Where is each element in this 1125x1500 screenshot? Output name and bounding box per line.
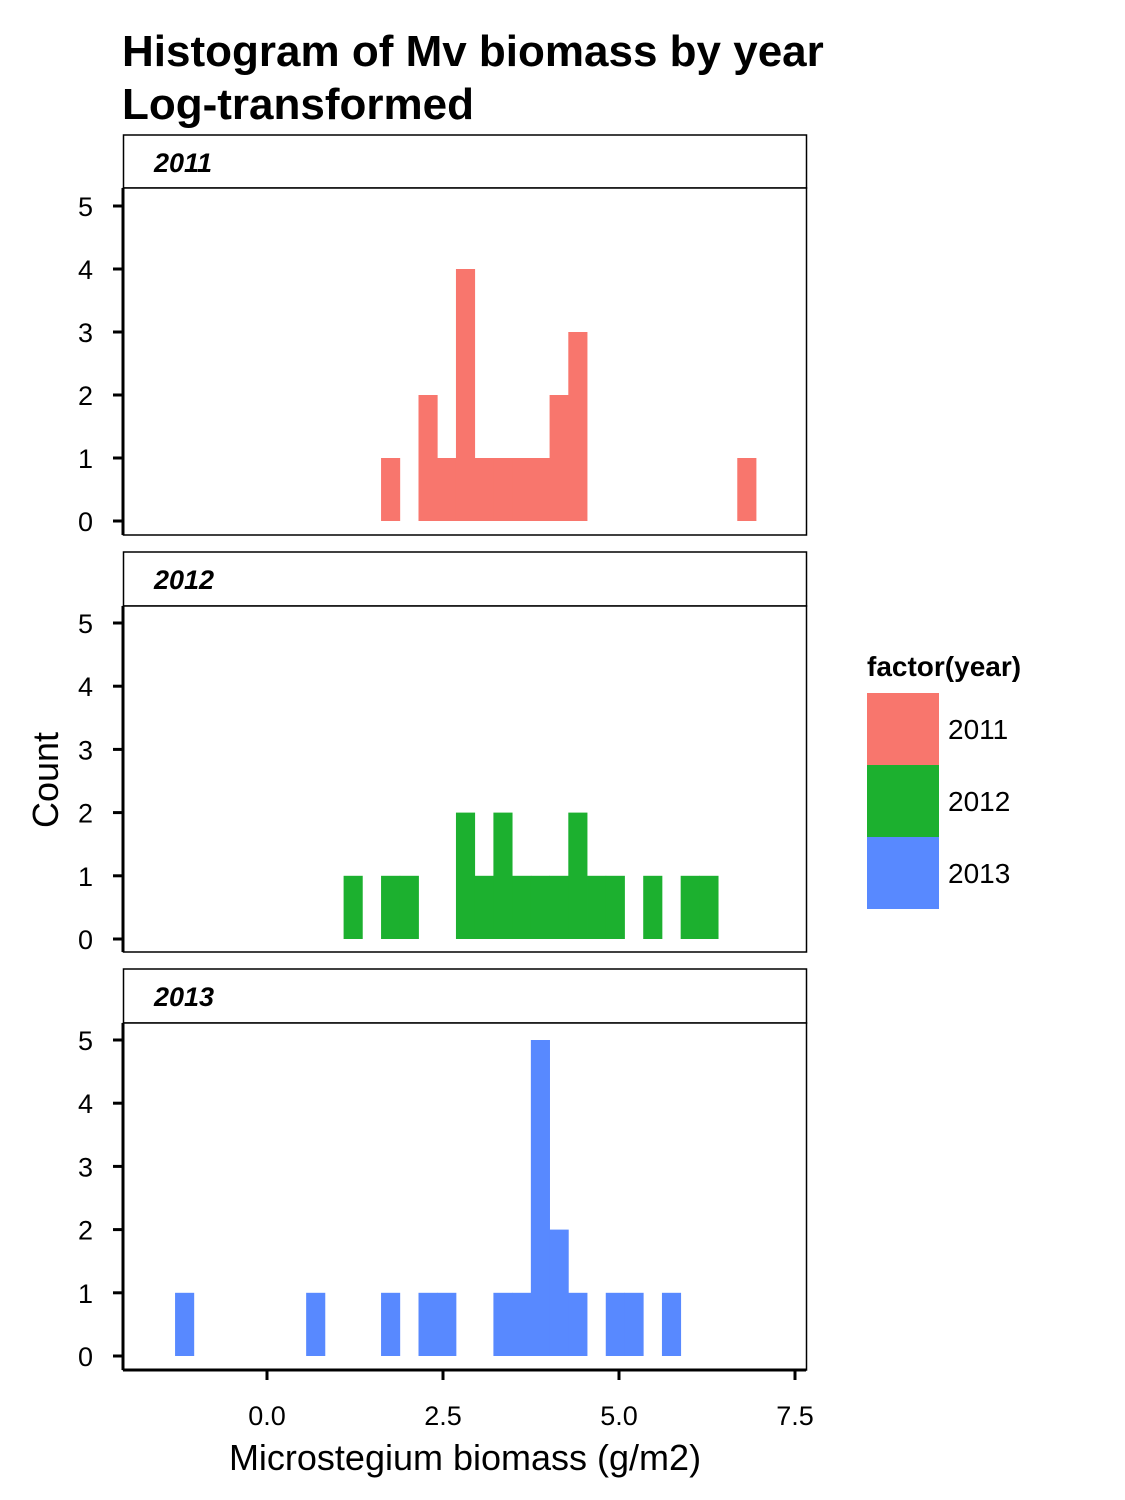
y-axis-title: Count — [25, 732, 66, 828]
histogram-bar — [587, 875, 607, 939]
chart-subtitle: Log-transformed — [122, 80, 474, 129]
histogram-bar — [512, 1292, 532, 1356]
chart-title: Histogram of Mv biomass by year — [122, 27, 824, 76]
facet-strip-label: 2012 — [153, 565, 214, 595]
histogram-bar — [549, 395, 569, 521]
y-tick-label: 1 — [78, 444, 93, 474]
y-tick-label: 5 — [78, 609, 93, 639]
y-tick-label: 5 — [78, 1026, 93, 1056]
histogram-bar — [493, 458, 513, 521]
histogram-bar — [381, 458, 401, 521]
histogram-bar — [437, 458, 457, 521]
histogram-bar — [605, 1292, 625, 1356]
y-tick-label: 2 — [78, 381, 93, 411]
histogram-bar — [381, 875, 401, 939]
histogram-bar — [474, 875, 494, 939]
histogram-bar — [680, 875, 700, 939]
histogram-bar — [530, 875, 550, 939]
y-tick-label: 3 — [78, 318, 93, 348]
x-tick-label: 2.5 — [424, 1401, 462, 1431]
histogram-bar — [530, 458, 550, 521]
histogram-bar — [530, 1040, 550, 1356]
histogram-bar — [568, 1292, 588, 1356]
histogram-bar — [474, 458, 494, 521]
facet-strip-label: 2013 — [153, 982, 214, 1012]
y-tick-label: 0 — [78, 925, 93, 955]
x-tick-label: 0.0 — [248, 1401, 286, 1431]
histogram-bar — [549, 1229, 569, 1356]
histogram-bar — [643, 875, 663, 939]
y-tick-label: 5 — [78, 192, 93, 222]
legend-label-2013: 2013 — [948, 858, 1010, 889]
y-tick-label: 3 — [78, 735, 93, 765]
y-tick-label: 1 — [78, 862, 93, 892]
facet-panel-2013: 2013 0 1 2 3 4 5 — [78, 968, 808, 1372]
y-tick-label: 1 — [78, 1279, 93, 1309]
x-axis-title: Microstegium biomass (g/m2) — [229, 1437, 701, 1478]
histogram-bar — [437, 1292, 457, 1356]
facet-strip-box — [122, 968, 808, 1024]
y-tick-label: 4 — [78, 1089, 93, 1119]
y-tick-label: 0 — [78, 1342, 93, 1372]
y-tick-label: 0 — [78, 507, 93, 537]
histogram-bar — [568, 332, 588, 521]
histogram-bar — [175, 1292, 195, 1356]
histogram-bar — [737, 458, 757, 521]
histogram-bar — [699, 875, 719, 939]
facet-panel-2011: 2011 0 1 2 3 4 5 — [78, 134, 808, 537]
histogram-bar — [661, 1292, 682, 1356]
facet-strip-box — [122, 551, 808, 607]
x-tick-label: 7.5 — [776, 1401, 814, 1431]
legend-label-2012: 2012 — [948, 786, 1010, 817]
x-axis: 0.0 2.5 5.0 7.5 — [123, 1368, 814, 1431]
panel-border — [122, 1022, 808, 1371]
facet-strip-label: 2011 — [153, 148, 212, 178]
histogram-bar — [455, 812, 476, 939]
histogram-bar — [343, 875, 363, 939]
histogram-bar — [399, 875, 419, 939]
legend-key-2011 — [867, 693, 939, 765]
y-tick-label: 4 — [78, 672, 93, 702]
histogram-bar — [512, 458, 532, 521]
legend-key-2013 — [867, 837, 939, 909]
legend: factor(year) 2011 2012 2013 — [867, 651, 1021, 909]
legend-label-2011: 2011 — [948, 714, 1008, 745]
facet-strip-box — [122, 134, 808, 189]
histogram-bar — [381, 1292, 401, 1356]
histogram-bar — [512, 875, 532, 939]
histogram-bar — [549, 875, 569, 939]
y-tick-label: 3 — [78, 1152, 93, 1182]
y-tick-label: 2 — [78, 1216, 93, 1246]
x-tick-label: 5.0 — [600, 1401, 638, 1431]
histogram-bar — [418, 1292, 438, 1356]
histogram-bar — [455, 269, 476, 521]
histogram-bar — [306, 1292, 326, 1356]
histogram-bar — [605, 875, 625, 939]
y-tick-label: 4 — [78, 255, 93, 285]
legend-key-2012 — [867, 765, 939, 837]
histogram-bar — [493, 1292, 513, 1356]
histogram-bar — [418, 395, 438, 521]
histogram-bar — [493, 812, 513, 939]
histogram-bar — [624, 1292, 644, 1356]
legend-title: factor(year) — [867, 651, 1021, 682]
y-tick-label: 2 — [78, 799, 93, 829]
histogram-bar — [568, 812, 588, 939]
